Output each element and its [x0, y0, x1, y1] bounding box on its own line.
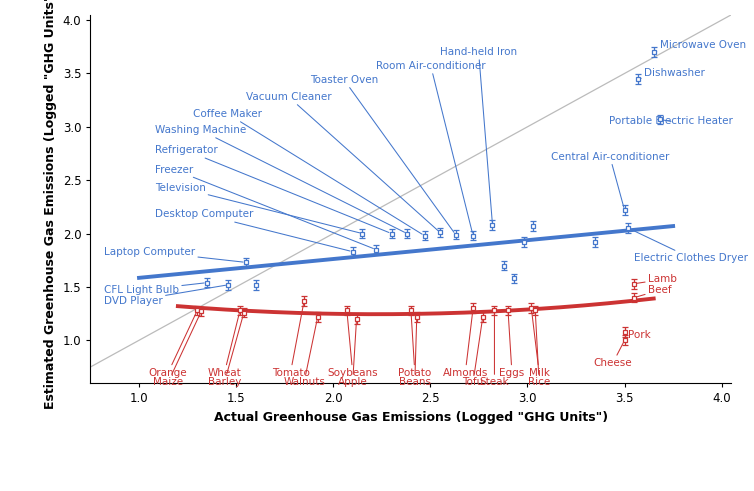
Text: DVD Player: DVD Player [104, 285, 225, 306]
Text: Beef: Beef [637, 285, 672, 297]
X-axis label: Actual Greenhouse Gas Emissions (Logged "GHG Units"): Actual Greenhouse Gas Emissions (Logged … [214, 410, 608, 424]
Text: Pork: Pork [624, 330, 651, 340]
Text: Almonds: Almonds [443, 311, 488, 378]
Text: Washing Machine: Washing Machine [155, 125, 405, 232]
Text: Apple: Apple [338, 322, 367, 387]
Text: Electric Clothes Dryer: Electric Clothes Dryer [631, 229, 748, 263]
Text: Wheat: Wheat [207, 313, 241, 378]
Text: Tomato: Tomato [271, 303, 309, 378]
Text: Rice: Rice [528, 313, 550, 387]
Text: Orange: Orange [149, 313, 196, 378]
Text: Refrigerator: Refrigerator [155, 145, 389, 233]
Text: Freezer: Freezer [155, 164, 373, 248]
Text: Television: Television [155, 183, 360, 233]
Text: Barley: Barley [208, 315, 243, 387]
Text: Laptop Computer: Laptop Computer [104, 246, 243, 262]
Text: Dishwasher: Dishwasher [641, 68, 705, 79]
Text: Microwave Oven: Microwave Oven [657, 40, 746, 52]
Text: Maize: Maize [153, 314, 200, 387]
Text: Soybeans: Soybeans [327, 313, 378, 378]
Text: Lamb: Lamb [637, 274, 677, 284]
Text: CFL Light Bulb: CFL Light Bulb [104, 283, 204, 295]
Text: Tofu: Tofu [462, 320, 484, 387]
Text: Steak: Steak [480, 313, 509, 387]
Text: Hand-held Iron: Hand-held Iron [440, 47, 517, 222]
Text: Vacuum Cleaner: Vacuum Cleaner [246, 92, 438, 231]
Text: Portable Electric Heater: Portable Electric Heater [609, 116, 733, 127]
Text: Central Air-conditioner: Central Air-conditioner [550, 152, 669, 207]
Text: Walnuts: Walnuts [284, 320, 325, 387]
Text: Room Air-conditioner: Room Air-conditioner [376, 61, 486, 233]
Text: Beans: Beans [399, 320, 431, 387]
Text: Eggs: Eggs [499, 313, 525, 378]
Text: Potato: Potato [398, 313, 431, 378]
Y-axis label: Estimated Greenhouse Gas Emissions (Logged "GHG Units"): Estimated Greenhouse Gas Emissions (Logg… [44, 0, 57, 409]
Text: Coffee Maker: Coffee Maker [194, 109, 422, 234]
Text: Milk: Milk [529, 311, 550, 378]
Text: Desktop Computer: Desktop Computer [155, 209, 350, 251]
Text: Cheese: Cheese [593, 343, 632, 368]
Text: Toaster Oven: Toaster Oven [310, 75, 454, 232]
